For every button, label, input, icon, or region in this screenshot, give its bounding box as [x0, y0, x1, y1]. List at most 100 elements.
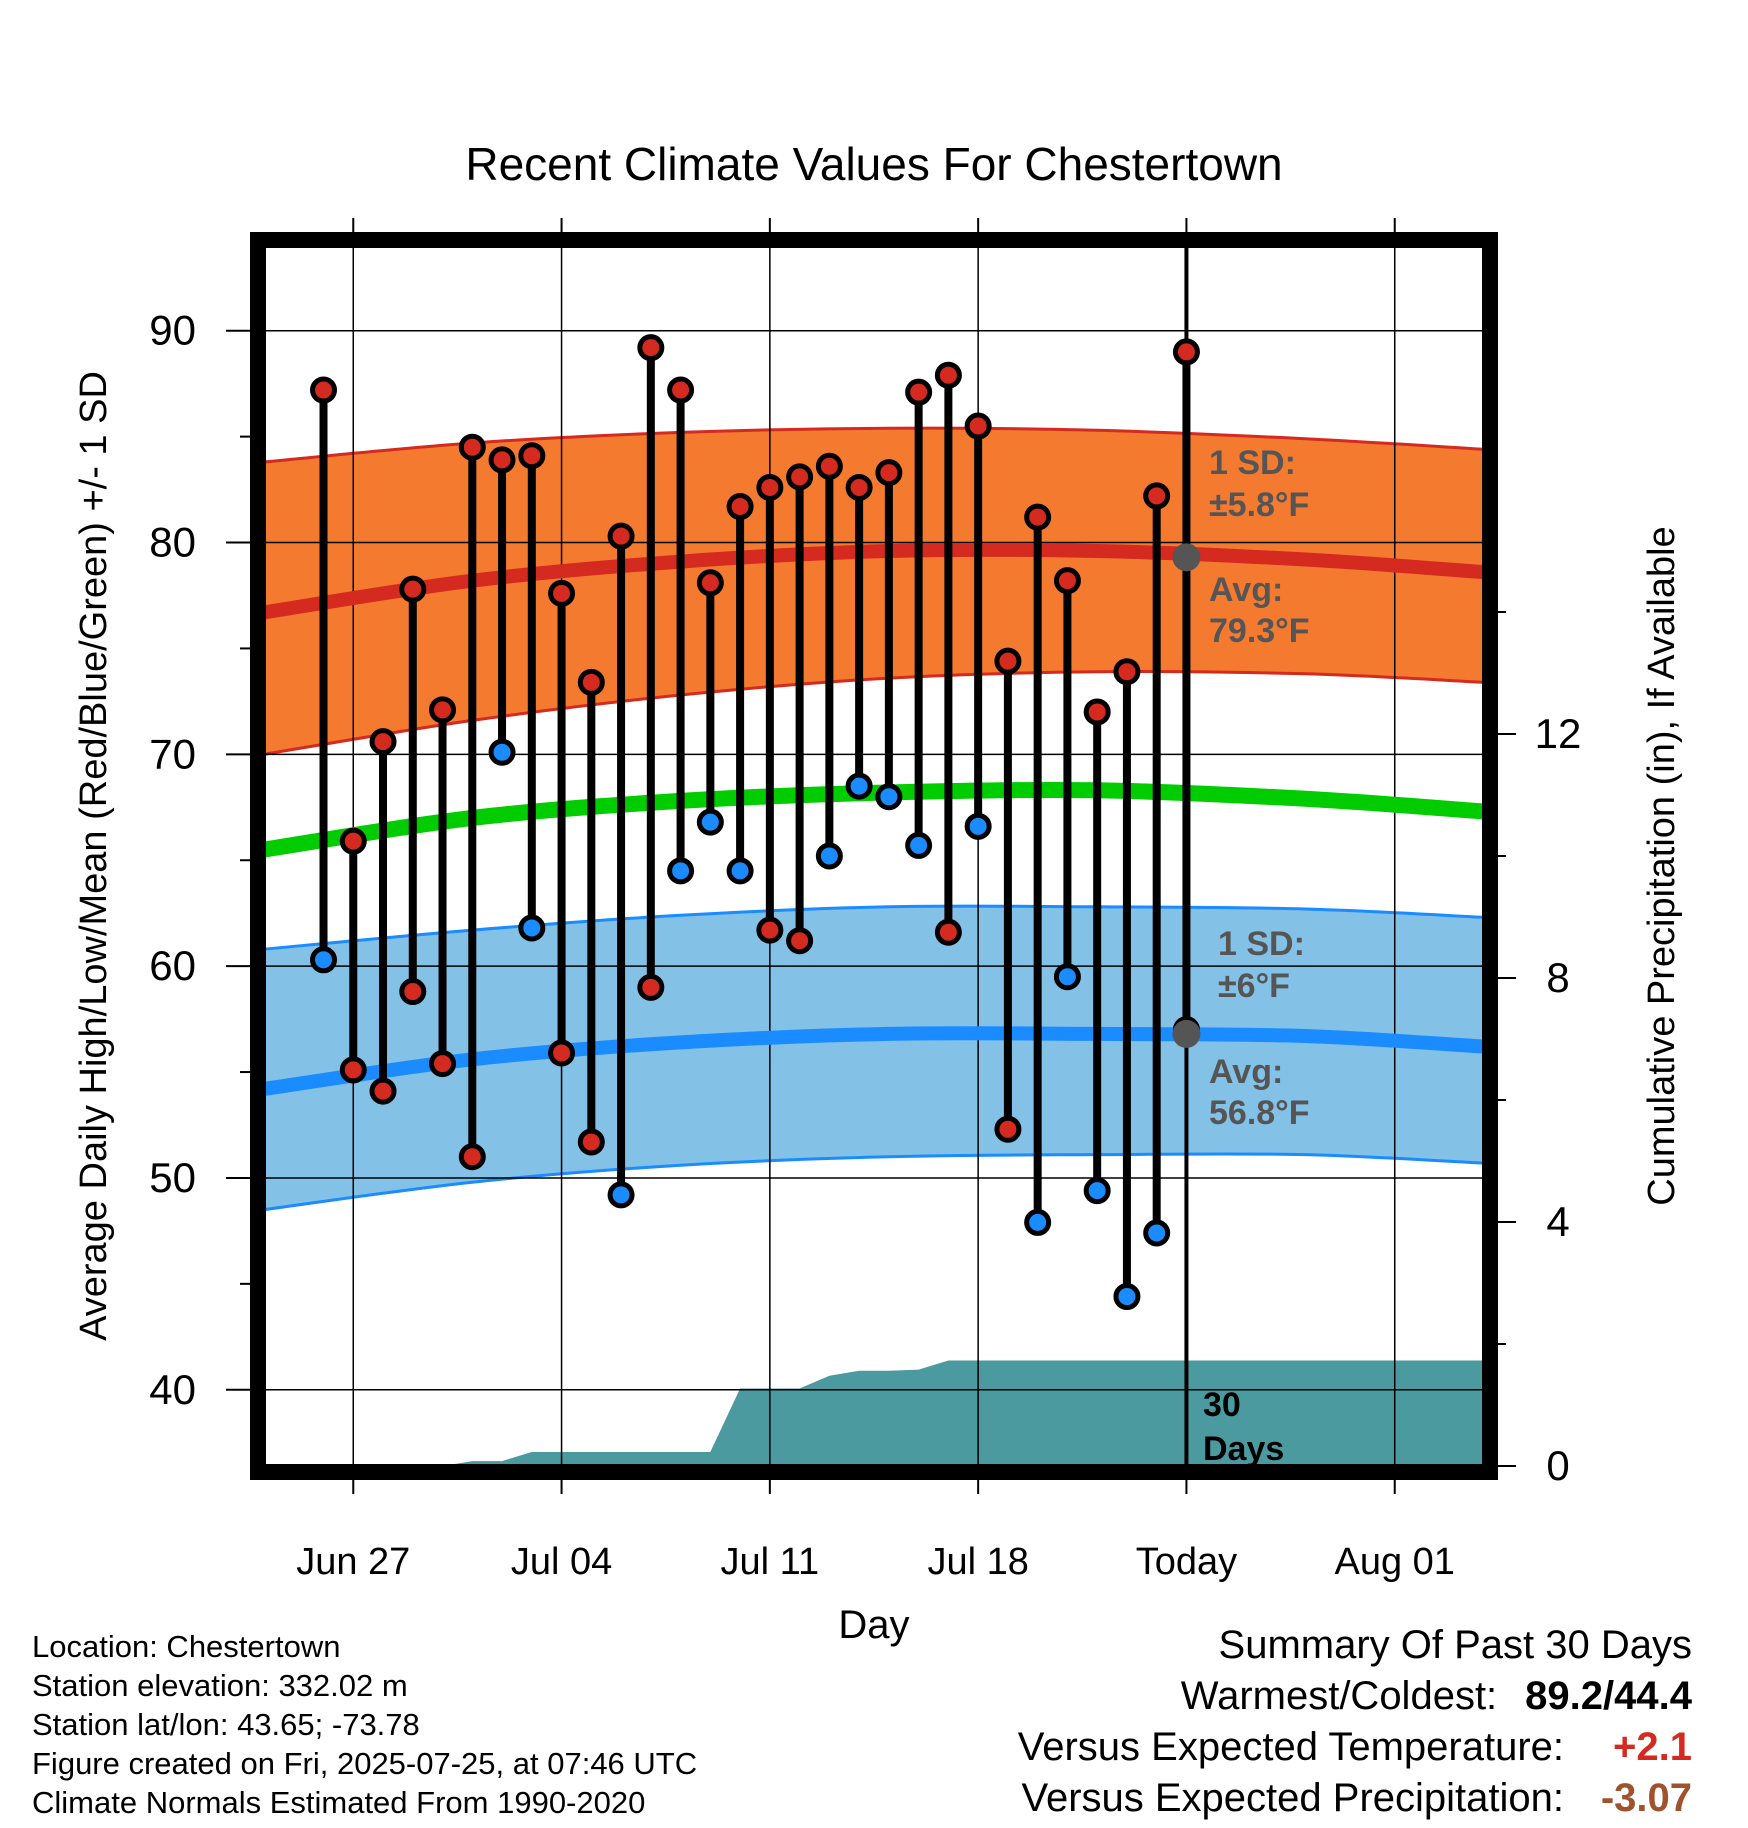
- high-marker: [667, 376, 695, 404]
- normals-text: Climate Normals Estimated From 1990-2020: [32, 1785, 646, 1820]
- high-marker: [310, 376, 338, 404]
- low-marker: [934, 918, 962, 946]
- created-text: Figure created on Fri, 2025-07-25, at 07…: [32, 1746, 698, 1781]
- high-marker: [577, 668, 605, 696]
- low-marker: [905, 831, 933, 859]
- high-marker: [1143, 482, 1171, 510]
- low-marker: [964, 812, 992, 840]
- x-tick-label: Jul 04: [511, 1541, 612, 1583]
- low-marker: [607, 1181, 635, 1209]
- axes-layer: Jun 27 Jul 04 Jul 11 Jul 18 Today Aug 0140506…: [73, 218, 1683, 1647]
- high-marker: [339, 827, 367, 855]
- high-marker: [458, 433, 486, 461]
- low-sd-band-lower-edge: [264, 1152, 1484, 1212]
- low-marker: [548, 1039, 576, 1067]
- y-tick-label: 60: [149, 942, 196, 989]
- low-sd-value: ±6°F: [1218, 967, 1290, 1005]
- y2-axis-label: Cumulative Precipitation (in), If Availa…: [1641, 526, 1683, 1205]
- precip-area: [264, 1360, 1484, 1466]
- x-tick-label: Jul 18: [927, 1541, 1028, 1583]
- high-sd-band: [264, 428, 1484, 755]
- mean-line: [264, 781, 1484, 858]
- y-tick-label: 90: [149, 307, 196, 354]
- high-avg-value: 79.3°F: [1209, 612, 1310, 650]
- elevation-text: Station elevation: 332.02 m: [32, 1668, 408, 1703]
- period-unit-label: Days: [1203, 1430, 1284, 1468]
- x-axis-label: Day: [838, 1603, 909, 1647]
- high-marker: [1083, 698, 1111, 726]
- high-avg-label: Avg:: [1209, 571, 1283, 609]
- low-marker: [845, 772, 873, 800]
- high-sd-label: 1 SD:: [1209, 444, 1296, 482]
- low-marker: [756, 916, 784, 944]
- warm-cold-value: 89.2/44.4: [1525, 1674, 1692, 1718]
- precip-value: -3.07: [1600, 1776, 1692, 1820]
- summary-precip-row: Versus Expected Precipitation: -3.07: [792, 1773, 1692, 1824]
- high-marker: [369, 728, 397, 756]
- low-marker: [1053, 963, 1081, 991]
- low-avg-dot: [1172, 1019, 1201, 1048]
- low-marker: [1113, 1283, 1141, 1311]
- low-marker: [815, 842, 843, 870]
- y2-tick-label: 8: [1546, 954, 1569, 1001]
- high-marker: [875, 459, 903, 487]
- low-marker: [696, 808, 724, 836]
- y2-tick-label: 4: [1546, 1198, 1569, 1245]
- high-marker: [934, 361, 962, 389]
- y-tick-label: 50: [149, 1154, 196, 1201]
- x-tick-label: Jun 27: [296, 1541, 410, 1583]
- x-tick-label: Today: [1136, 1541, 1237, 1583]
- low-marker: [399, 978, 427, 1006]
- plot-border: [250, 232, 1498, 1480]
- low-avg-value: 56.8°F: [1209, 1094, 1310, 1132]
- high-marker: [994, 647, 1022, 675]
- low-sd-label: 1 SD:: [1218, 925, 1305, 963]
- summary-panel: Summary Of Past 30 Days Warmest/Coldest:…: [792, 1620, 1692, 1824]
- high-marker: [1024, 503, 1052, 531]
- high-marker: [726, 493, 754, 521]
- low-marker: [429, 1050, 457, 1078]
- location-text: Location: Chestertown: [32, 1629, 341, 1664]
- y2-tick-label: 12: [1535, 710, 1582, 757]
- summary-title: Summary Of Past 30 Days: [1218, 1623, 1692, 1667]
- x-tick-label: Aug 01: [1335, 1541, 1455, 1583]
- high-marker: [905, 378, 933, 406]
- precip-label: Versus Expected Precipitation:: [1021, 1776, 1564, 1820]
- low-marker: [786, 927, 814, 955]
- daily-observations: [310, 334, 1200, 1311]
- low-marker: [369, 1077, 397, 1105]
- high-avg-dot: [1172, 543, 1201, 572]
- high-marker: [1113, 658, 1141, 686]
- warm-cold-label: Warmest/Coldest:: [1180, 1674, 1498, 1718]
- high-marker: [607, 522, 635, 550]
- low-marker: [488, 738, 516, 766]
- summary-warm-cold-row: Warmest/Coldest: 89.2/44.4: [792, 1671, 1692, 1722]
- temp-value: +2.1: [1613, 1725, 1692, 1769]
- low-marker: [726, 857, 754, 885]
- low-marker: [339, 1056, 367, 1084]
- summary-temp-row: Versus Expected Temperature: +2.1: [792, 1722, 1692, 1773]
- latlon-text: Station lat/lon: 43.65; -73.78: [32, 1707, 420, 1742]
- low-marker: [577, 1128, 605, 1156]
- low-marker: [875, 783, 903, 811]
- temp-label: Versus Expected Temperature:: [1017, 1725, 1564, 1769]
- high-marker: [1053, 567, 1081, 595]
- period-count-label: 30: [1203, 1386, 1241, 1424]
- low-marker: [994, 1115, 1022, 1143]
- high-marker: [548, 579, 576, 607]
- low-marker: [458, 1143, 486, 1171]
- low-marker: [1143, 1219, 1171, 1247]
- y-tick-label: 40: [149, 1366, 196, 1413]
- plot-frame: [250, 232, 1498, 1480]
- high-marker: [488, 446, 516, 474]
- high-marker: [696, 569, 724, 597]
- low-marker: [1024, 1208, 1052, 1236]
- high-marker: [815, 452, 843, 480]
- high-marker: [399, 575, 427, 603]
- high-marker: [1172, 338, 1200, 366]
- y-tick-label: 80: [149, 519, 196, 566]
- high-marker: [786, 463, 814, 491]
- station-info: Location: Chestertown Station elevation:…: [32, 1627, 697, 1822]
- y-axis-label: Average Daily High/Low/Mean (Red/Blue/Gr…: [73, 371, 115, 1341]
